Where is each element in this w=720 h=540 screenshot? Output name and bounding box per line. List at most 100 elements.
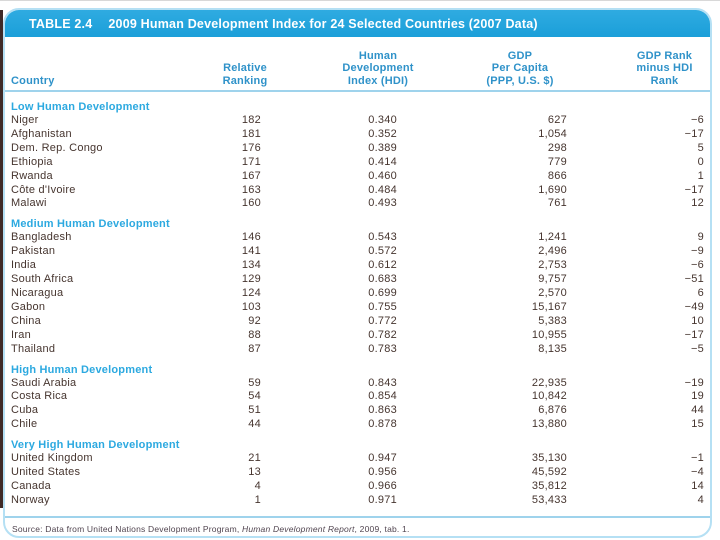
source-note: Source: Data from United Nations Develop… — [5, 518, 710, 534]
gdp-rank-minus-hdi-cell: −6 — [690, 114, 704, 126]
country-cell: United States — [11, 466, 81, 479]
gdp-per-capita-cell: 22,935 — [531, 376, 567, 389]
gdp-per-capita-cell: 866 — [547, 169, 567, 182]
gdp-rank-minus-hdi-cell: −17 — [684, 183, 704, 196]
table-row: Nicaragua 124 0.699 2,570 6 — [5, 287, 710, 301]
hdi-cell: 0.352 — [368, 127, 397, 140]
relative-ranking-cell: 92 — [248, 314, 261, 327]
relative-ranking-cell: 160 — [241, 197, 261, 210]
gdp-per-capita-cell: 53,433 — [531, 493, 567, 506]
country-cell: Malawi — [11, 197, 47, 210]
gdp-rank-minus-hdi-cell: −17 — [684, 127, 704, 140]
table-row: Afghanistan 181 0.352 1,054 −17 — [5, 128, 710, 142]
gdp-rank-minus-hdi-cell: −49 — [684, 300, 704, 313]
table-row: Niger 182 0.340 627 −6 — [5, 114, 710, 128]
column-header-country: Country — [11, 74, 55, 87]
gdp-per-capita-cell: 10,842 — [531, 390, 567, 403]
table-row: Iran 88 0.782 10,955 −17 — [5, 329, 710, 343]
relative-ranking-cell: 59 — [248, 376, 261, 389]
gdp-rank-minus-hdi-cell: −51 — [684, 273, 704, 286]
gdp-per-capita-cell: 2,753 — [538, 259, 567, 272]
gdp-rank-minus-hdi-cell: 6 — [697, 286, 704, 299]
gdp-per-capita-cell: 1,690 — [538, 183, 567, 196]
table-body: Low Human Development Niger 182 0.340 627 −6 A… — [5, 92, 710, 508]
gdp-rank-minus-hdi-cell: −1 — [690, 452, 704, 465]
hdi-cell: 0.863 — [368, 404, 397, 417]
slide-top-edge-line — [0, 0, 720, 1]
gdp-rank-minus-hdi-cell: −5 — [690, 342, 704, 355]
table-row: Gabon 103 0.755 15,167 −49 — [5, 301, 710, 315]
relative-ranking-cell: 134 — [241, 259, 261, 272]
gdp-per-capita-cell: 8,135 — [538, 342, 567, 355]
table-row: Costa Rica 54 0.854 10,842 19 — [5, 390, 710, 404]
hdi-cell: 0.493 — [368, 197, 397, 210]
table-row: Côte d'Ivoire 163 0.484 1,690 −17 — [5, 184, 710, 198]
gdp-per-capita-cell: 15,167 — [531, 300, 567, 313]
country-cell: Chile — [11, 418, 38, 431]
gdp-per-capita-cell: 1,241 — [538, 231, 567, 244]
relative-ranking-cell: 13 — [248, 466, 261, 479]
gdp-rank-minus-hdi-cell: 4 — [697, 493, 704, 506]
hdi-cell: 0.783 — [368, 342, 397, 355]
gdp-rank-minus-hdi-cell: 12 — [691, 197, 704, 210]
column-header-row: Country Relative Ranking Human Developme… — [5, 37, 710, 92]
table-row: Dem. Rep. Congo 176 0.389 298 5 — [5, 142, 710, 156]
gdp-per-capita-cell: 2,496 — [538, 245, 567, 258]
country-cell: Gabon — [11, 300, 46, 313]
country-cell: China — [11, 314, 41, 327]
country-cell: India — [11, 259, 37, 272]
slide-left-edge-strip — [0, 10, 3, 508]
hdi-cell: 0.755 — [368, 300, 397, 313]
table-row: Canada 4 0.966 35,812 14 — [5, 480, 710, 494]
hdi-cell: 0.947 — [368, 452, 397, 465]
country-cell: South Africa — [11, 273, 74, 286]
relative-ranking-cell: 21 — [248, 452, 261, 465]
gdp-rank-minus-hdi-cell: 15 — [691, 418, 704, 431]
table-row: Chile 44 0.878 13,880 15 — [5, 418, 710, 432]
country-cell: Ethiopia — [11, 155, 53, 168]
hdi-cell: 0.389 — [368, 141, 397, 154]
gdp-rank-minus-hdi-cell: 10 — [691, 314, 704, 327]
relative-ranking-cell: 103 — [241, 300, 261, 313]
table-row: Cuba 51 0.863 6,876 44 — [5, 404, 710, 418]
country-cell: Côte d'Ivoire — [11, 183, 76, 196]
gdp-per-capita-cell: 298 — [547, 141, 567, 154]
gdp-rank-minus-hdi-cell: 1 — [697, 169, 704, 182]
gdp-per-capita-cell: 627 — [547, 114, 567, 126]
hdi-cell: 0.956 — [368, 466, 397, 479]
hdi-cell: 0.843 — [368, 376, 397, 389]
gdp-per-capita-cell: 2,570 — [538, 286, 567, 299]
gdp-rank-minus-hdi-cell: −19 — [684, 376, 704, 389]
relative-ranking-cell: 141 — [241, 245, 261, 258]
relative-ranking-cell: 44 — [248, 418, 261, 431]
gdp-per-capita-cell: 13,880 — [531, 418, 567, 431]
source-text-suffix: , 2009, tab. 1. — [354, 523, 410, 534]
hdi-cell: 0.460 — [368, 169, 397, 182]
gdp-rank-minus-hdi-cell: 44 — [691, 404, 704, 417]
country-cell: Thailand — [11, 342, 56, 355]
country-cell: Cuba — [11, 404, 39, 417]
relative-ranking-cell: 163 — [241, 183, 261, 196]
relative-ranking-cell: 167 — [241, 169, 261, 182]
gdp-rank-minus-hdi-cell: 0 — [697, 155, 704, 168]
country-cell: Niger — [11, 114, 39, 126]
column-header-relative-ranking: Relative Ranking — [222, 62, 268, 87]
hdi-cell: 0.782 — [368, 328, 397, 341]
relative-ranking-cell: 182 — [241, 114, 261, 126]
column-header-hdi: Human Development Index (HDI) — [342, 49, 414, 87]
hdi-cell: 0.683 — [368, 273, 397, 286]
gdp-rank-minus-hdi-cell: 5 — [697, 141, 704, 154]
country-cell: United Kingdom — [11, 452, 93, 465]
gdp-per-capita-cell: 9,757 — [538, 273, 567, 286]
hdi-cell: 0.484 — [368, 183, 397, 196]
gdp-rank-minus-hdi-cell: −17 — [684, 328, 704, 341]
relative-ranking-cell: 181 — [241, 127, 261, 140]
hdi-cell: 0.612 — [368, 259, 397, 272]
table-title-bar: TABLE 2.4 2009 Human Development Index f… — [5, 10, 710, 37]
gdp-per-capita-cell: 10,955 — [531, 328, 567, 341]
hdi-cell: 0.699 — [368, 286, 397, 299]
relative-ranking-cell: 124 — [241, 286, 261, 299]
table-row: Ethiopia 171 0.414 779 0 — [5, 156, 710, 170]
hdi-cell: 0.414 — [368, 155, 397, 168]
gdp-per-capita-cell: 45,592 — [531, 466, 567, 479]
